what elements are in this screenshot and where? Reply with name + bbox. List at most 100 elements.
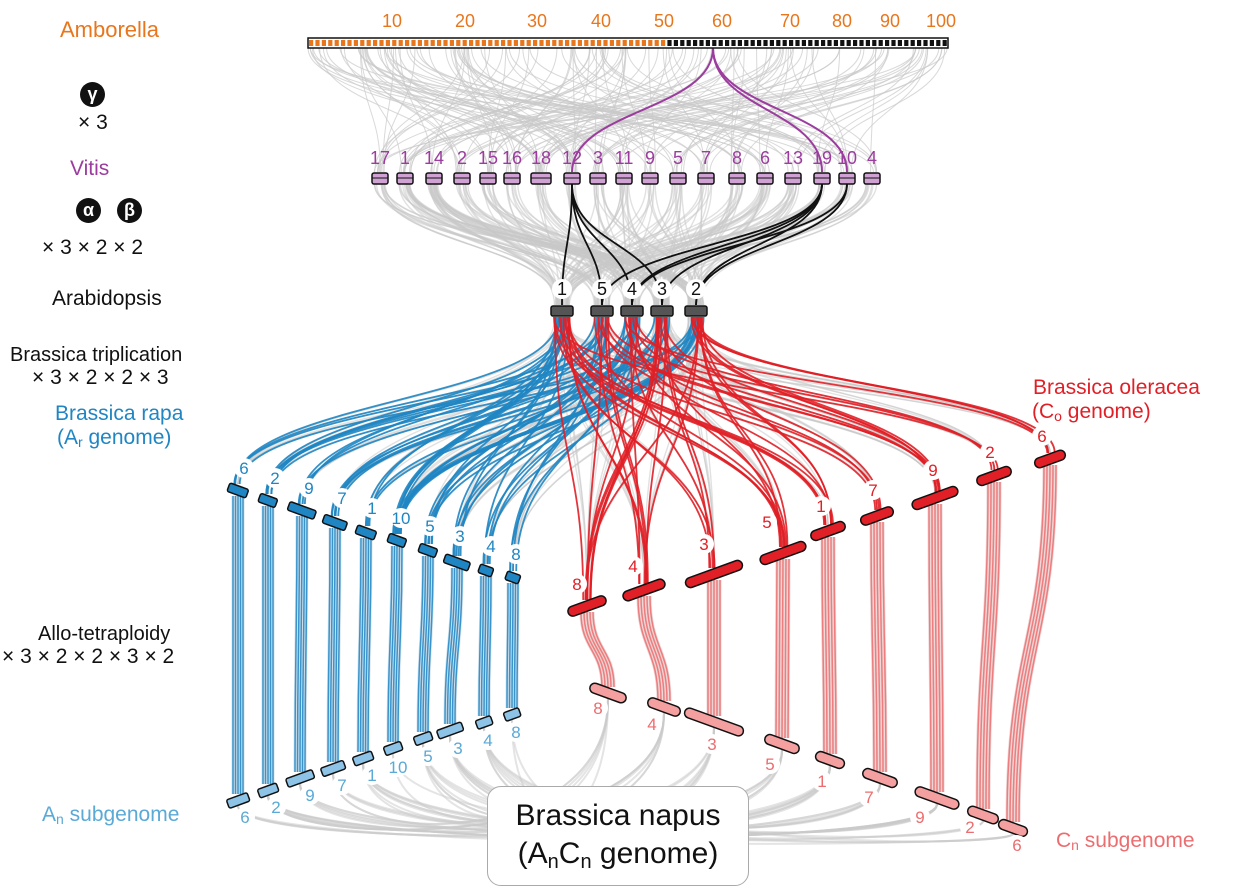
amborella-scaffold bbox=[744, 40, 748, 46]
oleracea-genome-label: (Co genome) bbox=[1032, 400, 1151, 424]
amborella-scaffold bbox=[437, 40, 441, 46]
alpha-badge: α bbox=[76, 198, 101, 223]
rapa-label-7: 7 bbox=[337, 489, 346, 508]
an-chr-4 bbox=[475, 716, 493, 730]
oleracea-label-2: 2 bbox=[985, 443, 994, 462]
amborella-scaffold bbox=[520, 40, 524, 46]
cn-label-8: 8 bbox=[593, 699, 602, 718]
amborella-tick-60: 60 bbox=[712, 11, 732, 31]
amborella-scaffold bbox=[879, 40, 883, 46]
rapa-chr-2-group bbox=[258, 493, 278, 508]
vitis-label-5: 5 bbox=[673, 148, 683, 168]
amborella-scaffold bbox=[360, 40, 364, 46]
amborella-scaffold bbox=[738, 40, 742, 46]
amborella-scaffold bbox=[674, 40, 678, 46]
amborella-scaffold bbox=[904, 40, 908, 46]
gamma-badge: γ bbox=[80, 82, 105, 107]
gamma-event: γ bbox=[80, 82, 121, 107]
amborella-scaffold bbox=[347, 40, 351, 46]
amborella-scaffold bbox=[827, 40, 831, 46]
allo-tetraploidy-label: Allo-tetraploidy bbox=[38, 623, 170, 645]
arabidopsis-chr-5 bbox=[591, 306, 613, 316]
arabidopsis-label-1: 1 bbox=[557, 279, 567, 299]
vitis-label-19: 19 bbox=[812, 148, 832, 168]
amborella-scaffold bbox=[514, 40, 518, 46]
amborella-scaffold bbox=[571, 40, 575, 46]
rapa-chr-4 bbox=[478, 564, 494, 577]
amborella-scaffold bbox=[783, 40, 787, 46]
red-link-ole-cn bbox=[782, 559, 783, 738]
amborella-scaffold bbox=[539, 40, 543, 46]
amborella-scaffold bbox=[565, 40, 569, 46]
vitis-label-1: 1 bbox=[400, 148, 410, 168]
vitis-label-17: 17 bbox=[370, 148, 390, 168]
amborella-scaffold bbox=[431, 40, 435, 46]
amborella-label: Amborella bbox=[60, 18, 159, 42]
amborella-scaffold bbox=[776, 40, 780, 46]
arabidopsis-label-2: 2 bbox=[691, 279, 701, 299]
red-link bbox=[701, 317, 940, 492]
amborella-scaffold bbox=[552, 40, 556, 46]
red-link-ole-cn bbox=[785, 559, 786, 738]
amborella-scaffold bbox=[808, 40, 812, 46]
an-chr-2 bbox=[257, 783, 279, 798]
amborella-scaffold bbox=[661, 40, 665, 46]
rapa-label-4: 4 bbox=[486, 537, 495, 556]
cn-subgenome-label: Cn subgenome bbox=[1056, 829, 1195, 853]
rapa-genome-label: (Ar genome) bbox=[57, 426, 171, 450]
rapa-chr-1-group bbox=[355, 525, 377, 540]
oleracea-label-1: 1 bbox=[816, 497, 825, 516]
an-label-6: 6 bbox=[240, 808, 249, 827]
an-subgenome-label: An subgenome bbox=[42, 803, 179, 827]
amborella-scaffold bbox=[911, 40, 915, 46]
cn-label-5: 5 bbox=[765, 755, 774, 774]
amborella-scaffold bbox=[635, 40, 639, 46]
amborella-scaffold bbox=[373, 40, 377, 46]
rapa-chr-10 bbox=[387, 533, 407, 548]
rapa-label-10: 10 bbox=[392, 509, 411, 528]
amborella-scaffold bbox=[386, 40, 390, 46]
vitis-label-13: 13 bbox=[783, 148, 803, 168]
amborella-scaffold bbox=[597, 40, 601, 46]
amborella-scaffold bbox=[853, 40, 857, 46]
oleracea-label: Brassica oleracea bbox=[1033, 376, 1200, 399]
napus-genome: (AnCn genome) bbox=[488, 837, 748, 874]
amborella-scaffold bbox=[706, 40, 710, 46]
amborella-scaffold bbox=[923, 40, 927, 46]
oleracea-label-9: 9 bbox=[928, 461, 937, 480]
arabidopsis-chr-3 bbox=[651, 306, 673, 316]
amborella-scaffold bbox=[891, 40, 895, 46]
amborella-scaffold bbox=[533, 40, 537, 46]
arabidopsis-label-4: 4 bbox=[627, 279, 637, 299]
amborella-scaffold bbox=[936, 40, 940, 46]
amborella-scaffold bbox=[821, 40, 825, 46]
arabidopsis-label: Arabidopsis bbox=[52, 287, 162, 310]
vitis-label-16: 16 bbox=[502, 148, 522, 168]
amborella-scaffold bbox=[456, 40, 460, 46]
arabidopsis-chr-4 bbox=[621, 306, 643, 316]
amborella-scaffold bbox=[680, 40, 684, 46]
amborella-scaffold bbox=[930, 40, 934, 46]
vitis-label-11: 11 bbox=[615, 148, 634, 168]
oleracea-label-3: 3 bbox=[699, 535, 708, 554]
rapa-label-3: 3 bbox=[455, 527, 464, 546]
red-link-ole-cn bbox=[779, 559, 780, 738]
rapa-label-5: 5 bbox=[425, 517, 434, 536]
amborella-scaffold bbox=[751, 40, 755, 46]
rapa-chr-5-group bbox=[418, 543, 438, 558]
an-chr-2-group bbox=[257, 783, 279, 798]
amborella-scaffold bbox=[693, 40, 697, 46]
amborella-scaffold bbox=[591, 40, 595, 46]
an-chr-10 bbox=[383, 741, 403, 756]
amborella-scaffold bbox=[418, 40, 422, 46]
amborella-scaffold bbox=[699, 40, 703, 46]
amborella-scaffold bbox=[392, 40, 396, 46]
cn-label-6: 6 bbox=[1012, 836, 1021, 855]
rapa-label-8: 8 bbox=[511, 545, 520, 564]
amborella-scaffold bbox=[943, 40, 947, 46]
amborella-scaffold bbox=[584, 40, 588, 46]
amborella-scaffold bbox=[725, 40, 729, 46]
